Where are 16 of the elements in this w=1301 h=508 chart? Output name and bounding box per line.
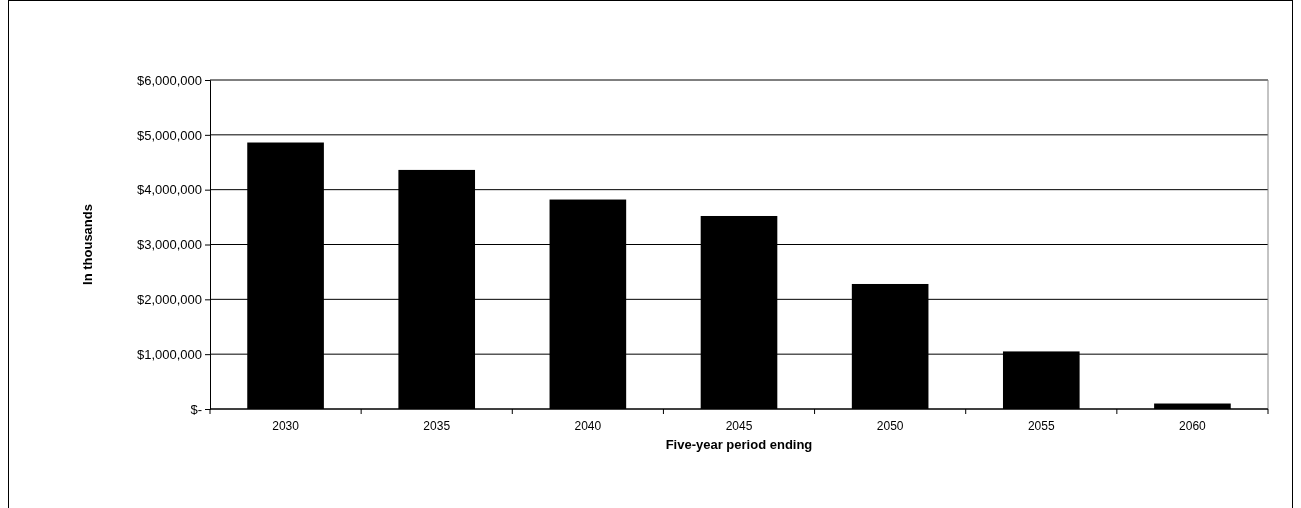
y-tick-label: $1,000,000 (136, 346, 202, 362)
x-tick-label: 2055 (1027, 419, 1055, 433)
y-tick-label: $- (190, 401, 202, 417)
x-tick-label: 2035 (423, 419, 451, 433)
x-tick-label: 2030 (272, 419, 300, 433)
x-tick-label: 2060 (1179, 419, 1207, 433)
x-axis-title: Five-year period ending (665, 437, 813, 452)
y-tick-label: $2,000,000 (136, 291, 202, 307)
y-tick-label: $5,000,000 (136, 127, 202, 143)
y-tick-label: $6,000,000 (136, 72, 202, 88)
x-tick-label: 2045 (725, 419, 753, 433)
y-tick-label: $3,000,000 (136, 237, 202, 253)
y-axis-title: In thousands (80, 204, 95, 285)
x-tick-label: 2040 (574, 419, 602, 433)
x-tick-label: 2050 (876, 419, 904, 433)
y-tick-label: $4,000,000 (136, 182, 202, 198)
